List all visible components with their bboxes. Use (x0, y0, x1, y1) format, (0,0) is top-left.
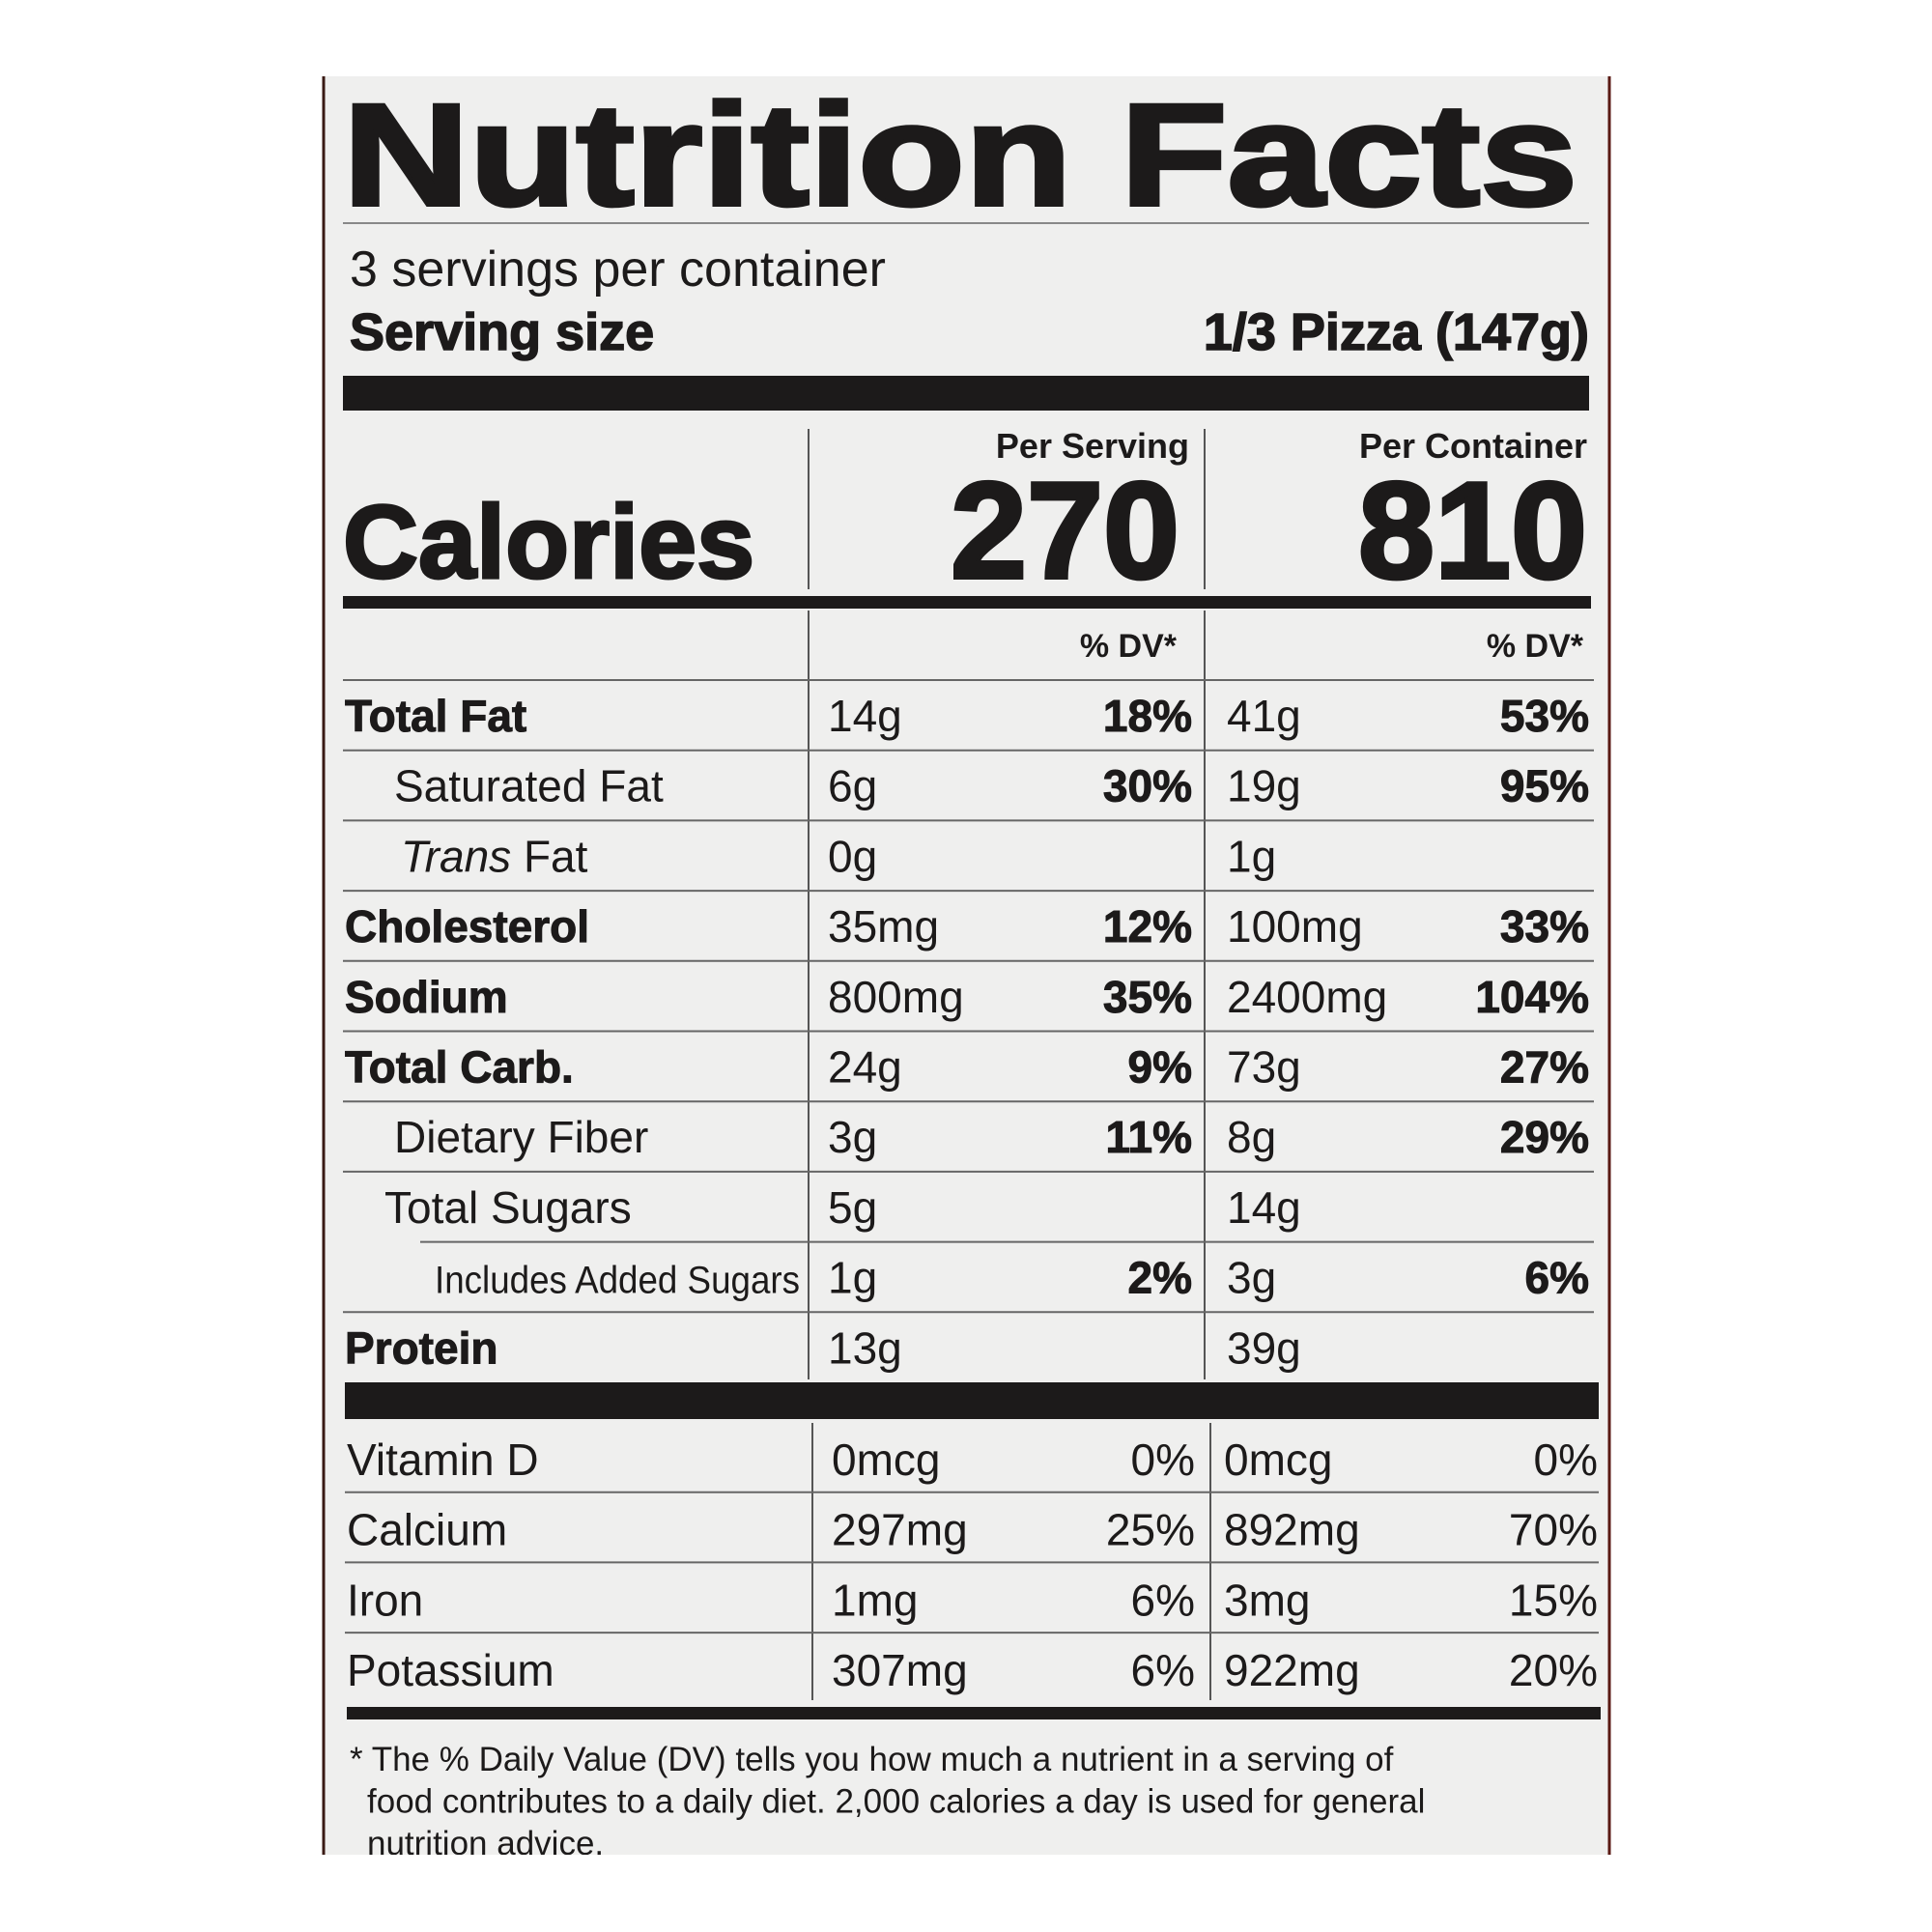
amount-per-serving: 3g (828, 1112, 877, 1162)
nutrient-name-space (511, 831, 524, 881)
amount-per-serving: 0mcg (832, 1435, 940, 1485)
nutrient-name: Dietary Fiber (394, 1112, 648, 1162)
calories-label: Calories (343, 483, 754, 600)
dv-per-serving: 35% (1103, 972, 1192, 1022)
vitamin-name: Vitamin D (347, 1435, 539, 1485)
amount-per-container: 41g (1227, 691, 1301, 741)
amount-per-serving: 14g (828, 691, 902, 741)
dv-per-container: 70% (1509, 1505, 1598, 1555)
amount-per-container: 19g (1227, 761, 1301, 811)
title: Nutrition Facts (343, 73, 1577, 236)
serving-size-label: Serving size (350, 303, 654, 361)
vitamin-name: Potassium (347, 1645, 554, 1695)
amount-per-container: 3mg (1224, 1575, 1310, 1625)
vitamin-name: Iron (347, 1575, 423, 1625)
label-panel (323, 76, 1610, 1855)
amount-per-serving: 5g (828, 1182, 877, 1233)
amount-per-container: 8g (1227, 1112, 1276, 1162)
nutrient-name: Includes Added Sugars (435, 1260, 800, 1302)
dv-per-serving: 2% (1128, 1253, 1192, 1303)
amount-per-serving: 1g (828, 1253, 877, 1303)
dv-per-serving: 0% (1131, 1435, 1195, 1485)
nutrient-name: Protein (345, 1322, 497, 1373)
nutrient-name-italic: Trans (401, 831, 511, 881)
dv-per-container: 95% (1500, 761, 1589, 811)
dv-per-container: 15% (1509, 1575, 1598, 1625)
amount-per-serving: 800mg (828, 972, 964, 1022)
servings-per-container: 3 servings per container (350, 242, 886, 298)
dv-per-container: 104% (1475, 972, 1589, 1022)
amount-per-container: 14g (1227, 1182, 1301, 1233)
amount-per-container: 2400mg (1227, 972, 1387, 1022)
nutrient-name: Total Sugars (384, 1182, 632, 1233)
nutrient-name: Total Fat (345, 691, 526, 741)
dv-per-serving: 6% (1131, 1645, 1195, 1695)
nutrient-name-rest: Fat (524, 831, 588, 881)
amount-per-serving: 24g (828, 1042, 902, 1093)
dv-per-container: 53% (1500, 691, 1589, 741)
calories-per-container: 810 (1358, 454, 1587, 608)
amount-per-container: 0mcg (1224, 1435, 1332, 1485)
nutrient-name: Sodium (345, 972, 508, 1022)
dv-per-serving: 12% (1103, 901, 1192, 952)
dv-per-serving: 25% (1106, 1505, 1195, 1555)
amount-per-serving: 1mg (832, 1575, 918, 1625)
amount-per-serving: 297mg (832, 1505, 968, 1555)
dv-per-serving: 11% (1105, 1112, 1192, 1162)
amount-per-serving: 13g (828, 1322, 902, 1373)
footnote-line: * The % Daily Value (DV) tells you how m… (350, 1741, 1394, 1778)
dv-per-container: 27% (1500, 1042, 1589, 1093)
dv-header: % DV* (1487, 628, 1584, 665)
dv-header: % DV* (1080, 628, 1178, 665)
dv-per-container: 29% (1500, 1112, 1589, 1162)
per-container-label: Per Container (1359, 426, 1587, 466)
serving-size: 1/3 Pizza (147g) (1204, 303, 1589, 361)
amount-per-serving: 307mg (832, 1645, 968, 1695)
amount-per-container: 73g (1227, 1042, 1301, 1093)
amount-per-serving: 6g (828, 761, 877, 811)
dv-per-container: 20% (1509, 1645, 1598, 1695)
amount-per-serving: 0g (828, 831, 877, 881)
thick-bar (343, 376, 1589, 411)
nutrient-name: Total Carb. (345, 1042, 574, 1093)
medium-bar (347, 1707, 1601, 1719)
amount-per-serving: 35mg (828, 901, 939, 952)
dv-per-serving: 6% (1131, 1575, 1195, 1625)
thick-bar (345, 1382, 1599, 1419)
nutrient-name: Trans Fat (401, 831, 588, 881)
amount-per-container: 39g (1227, 1322, 1301, 1373)
calories-per-serving: 270 (951, 454, 1179, 608)
medium-bar (343, 596, 1591, 609)
footnote-line: food contributes to a daily diet. 2,000 … (367, 1783, 1425, 1821)
dv-per-serving: 9% (1128, 1042, 1192, 1093)
vitamin-name: Calcium (347, 1505, 507, 1555)
amount-per-container: 100mg (1227, 901, 1363, 952)
dv-per-serving: 30% (1103, 761, 1192, 811)
amount-per-container: 892mg (1224, 1505, 1360, 1555)
amount-per-container: 1g (1227, 831, 1276, 881)
dv-per-container: 6% (1525, 1253, 1589, 1303)
nutrient-name: Cholesterol (345, 901, 589, 952)
dv-per-serving: 18% (1103, 691, 1192, 741)
amount-per-container: 922mg (1224, 1645, 1360, 1695)
dv-per-container: 0% (1534, 1435, 1598, 1485)
footnote-line: nutrition advice. (367, 1825, 604, 1862)
dv-per-container: 33% (1500, 901, 1589, 952)
amount-per-container: 3g (1227, 1253, 1276, 1303)
nutrient-name: Saturated Fat (394, 761, 664, 811)
per-serving-label: Per Serving (996, 426, 1189, 466)
